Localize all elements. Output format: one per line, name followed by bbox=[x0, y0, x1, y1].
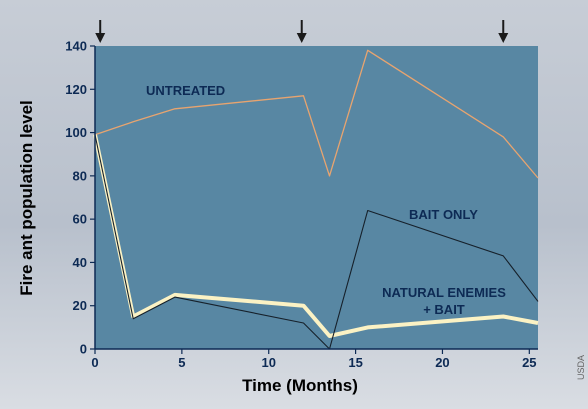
y-tick-label: 80 bbox=[73, 168, 87, 183]
series-label-untreated: UNTREATED bbox=[146, 83, 225, 98]
y-tick-label: 140 bbox=[65, 39, 87, 54]
series-label-bait-only: BAIT ONLY bbox=[409, 207, 478, 222]
series-label-natural-enemies-line1: NATURAL ENEMIES bbox=[382, 285, 506, 300]
bait-application-arrow-icon bbox=[296, 20, 307, 43]
credit-label: USDA bbox=[576, 355, 586, 380]
series-line-bait-only bbox=[94, 134, 539, 350]
y-tick-label: 0 bbox=[80, 342, 87, 357]
bait-application-arrow-icon bbox=[95, 20, 106, 43]
x-tick-label: 25 bbox=[522, 355, 536, 370]
y-tick-label: 100 bbox=[65, 125, 87, 140]
y-tick-label: 60 bbox=[73, 212, 87, 227]
y-tick-label: 120 bbox=[65, 82, 87, 97]
series-label-natural-enemies-line2: + BAIT bbox=[423, 302, 465, 317]
bait-application-arrow-icon bbox=[498, 20, 509, 43]
x-tick-label: 0 bbox=[91, 355, 98, 370]
x-axis-title: Time (Months) bbox=[242, 376, 358, 395]
y-tick-label: 40 bbox=[73, 255, 87, 270]
x-tick-label: 5 bbox=[178, 355, 185, 370]
x-tick-label: 10 bbox=[261, 355, 275, 370]
y-axis-title: Fire ant population level bbox=[17, 100, 36, 296]
x-tick-label: 15 bbox=[348, 355, 362, 370]
series-line-untreated bbox=[94, 49, 539, 179]
y-tick-label: 20 bbox=[73, 298, 87, 313]
series-line-natural-enemies-bait bbox=[93, 134, 539, 338]
x-tick-label: 20 bbox=[435, 355, 449, 370]
